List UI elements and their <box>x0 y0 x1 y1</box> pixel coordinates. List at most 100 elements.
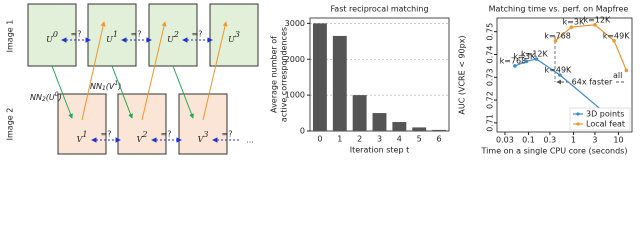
text-part: U <box>46 35 53 44</box>
text-part: V <box>198 135 205 144</box>
y-tick-label: 0.71 <box>486 114 495 132</box>
equality-mark: =? <box>222 130 233 139</box>
point <box>513 64 517 68</box>
y-tick-label: 0 <box>300 127 305 136</box>
text-part: U <box>228 35 235 44</box>
legend-box <box>569 107 631 131</box>
nn-label: NN2(U0) <box>30 91 62 103</box>
text-part: 2 <box>141 130 147 139</box>
point-label: k=49K <box>545 66 573 75</box>
equality-mark: =? <box>101 130 112 139</box>
point <box>558 73 562 77</box>
y-tick-label: 2000 <box>285 55 305 64</box>
node-label: U0 <box>46 30 58 44</box>
chart-title: Matching time vs. perf. on Mapfree <box>489 5 629 14</box>
point <box>612 39 616 43</box>
x-tick-label: 3 <box>377 135 382 144</box>
text-part: 0 <box>53 30 58 39</box>
equality-mark: =? <box>192 30 203 39</box>
text-part: 1 <box>113 30 118 39</box>
node-label: V1 <box>77 130 88 144</box>
point <box>534 57 539 61</box>
x-tick-label: 6 <box>437 135 442 144</box>
text-part: ) <box>58 93 62 102</box>
text-part: ) <box>117 82 121 91</box>
text-part: 2 <box>42 96 46 103</box>
text-part: 2 <box>173 30 179 39</box>
point-label: k=768 <box>544 31 571 40</box>
arrow <box>172 65 194 119</box>
text-part: 1 <box>102 85 106 92</box>
arrow <box>141 21 167 121</box>
text-part: (U <box>46 93 55 102</box>
text-part: (V <box>106 82 115 91</box>
nn-label: NN1(V1) <box>90 80 121 92</box>
point-label: all <box>613 71 622 80</box>
bar <box>332 35 347 131</box>
page: Image 1 Image 2 U0 U1 U2 U3 V1 V2 V3 =? =? =? =? =? =?… <box>5 0 633 157</box>
annotation-bg <box>570 76 614 87</box>
ellipsis: ... <box>246 136 254 145</box>
x-tick-label: 5 <box>417 135 422 144</box>
x-tick-label: 4 <box>397 135 402 144</box>
node-label: U3 <box>228 30 240 44</box>
y-tick-label: 0.75 <box>486 23 495 41</box>
point <box>593 23 597 27</box>
x-tick-label: 2 <box>357 135 362 144</box>
legend-label: 3D points <box>586 110 624 119</box>
row-label: Image 1 <box>6 20 15 53</box>
legend-marker <box>576 112 580 116</box>
text-part: NN <box>30 93 42 102</box>
equality-mark: =? <box>131 30 142 39</box>
arrow <box>111 65 133 119</box>
point-label: k=768 <box>500 56 527 65</box>
chart-title: Fast reciprocal matching <box>330 5 428 14</box>
bar <box>392 122 407 131</box>
y-tick-label: 1000 <box>285 91 305 100</box>
node-label: U2 <box>167 30 179 44</box>
text-part: 1 <box>82 130 87 139</box>
arrow <box>51 65 73 119</box>
legend-marker <box>576 122 580 126</box>
row-label: Image 2 <box>6 108 15 141</box>
text-part: 0 <box>55 91 59 98</box>
y-axis-label: Average number of <box>270 36 279 113</box>
x-tick-label: 10 <box>613 136 623 145</box>
text-part: 3 <box>235 30 240 39</box>
text-part: V <box>77 135 84 144</box>
node-label: V3 <box>198 130 209 144</box>
bar <box>412 127 427 131</box>
text-part: U <box>106 35 113 44</box>
arrow <box>81 21 106 121</box>
y-tick-label: 0.73 <box>486 68 495 86</box>
box <box>178 93 228 155</box>
box <box>117 93 167 155</box>
y-tick-label: 0.74 <box>486 46 495 64</box>
legend-label: Local feat <box>586 120 625 129</box>
annotation: 64x faster <box>572 78 613 87</box>
text-part: NN <box>90 82 102 91</box>
diagram <box>27 0 271 157</box>
y-axis-label: AUC (VCRE < 90px) <box>458 35 467 114</box>
bar <box>372 113 387 131</box>
bar <box>352 95 367 131</box>
x-axis-label: Time on a single CPU core (seconds) <box>481 147 628 156</box>
node-label: V2 <box>137 130 148 144</box>
y-tick-label: 0.72 <box>486 91 495 109</box>
text-part: 3 <box>203 130 208 139</box>
text-part: U <box>167 35 174 44</box>
text-part: 1 <box>114 80 118 87</box>
point-label: k=49K <box>603 31 631 40</box>
point-label: k=12K <box>521 50 549 59</box>
box <box>57 93 107 155</box>
x-tick-label: 3 <box>592 136 597 145</box>
bar <box>432 129 447 131</box>
point <box>569 25 574 29</box>
x-tick-label: 0.3 <box>544 136 557 145</box>
y-tick-label: 3000 <box>285 19 305 28</box>
x-tick-label: 0.03 <box>496 136 514 145</box>
point <box>553 39 558 43</box>
box <box>27 3 77 67</box>
bar <box>312 23 327 132</box>
